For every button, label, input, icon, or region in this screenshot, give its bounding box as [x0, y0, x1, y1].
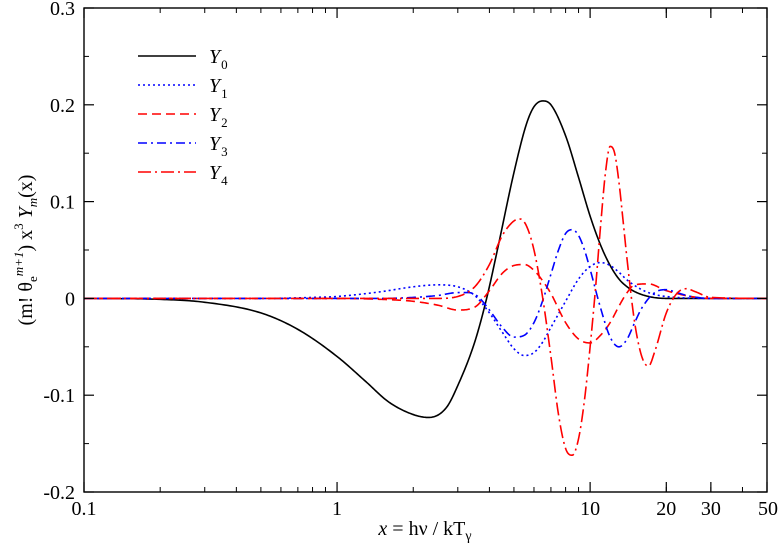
legend-series-subscript: 0: [221, 57, 228, 72]
legend-series-name: Y: [209, 104, 222, 126]
legend-series-subscript: 4: [221, 173, 228, 188]
legend-label-y2: Y2: [209, 104, 228, 130]
x-axis-label: x = hν / kTγ: [377, 518, 471, 544]
axis-labels: x = hν / kTγ (m! θem+1) x3 Ym(x): [11, 175, 472, 544]
legend-series-name: Y: [209, 75, 222, 97]
x-tick-label: 10: [580, 498, 600, 520]
y-tick-label: 0.1: [50, 192, 75, 214]
axes-layer: 0.1 1 10 20 30 50-0.2-0.100.10.20.3: [43, 0, 778, 520]
series-line-y1: [84, 261, 767, 357]
y-axis-label: (m! θem+1) x3 Ym(x): [11, 175, 40, 326]
x-tick-label: 1: [332, 498, 342, 520]
y-tick-label: -0.1: [43, 385, 75, 407]
legend-series-name: Y: [209, 46, 222, 68]
legend-label-y4: Y4: [209, 162, 228, 188]
legend-label-y1: Y1: [209, 75, 228, 101]
y-tick-label: -0.2: [43, 482, 75, 504]
legend-series-subscript: 3: [221, 144, 228, 159]
legend-series-name: Y: [209, 133, 222, 155]
series-line-y2: [84, 263, 767, 344]
plot-frame: [83, 7, 768, 493]
x-tick-label: 30: [701, 498, 721, 520]
x-tick-label: 50: [758, 498, 778, 520]
series-layer: [84, 100, 767, 457]
series-line-y0: [84, 100, 767, 419]
x-tick-label: 0.1: [72, 498, 97, 520]
series-line-y4: [84, 145, 767, 457]
legend-label-y0: Y0: [209, 46, 228, 72]
x-tick-label: 20: [656, 498, 676, 520]
y-tick-label: 0: [65, 288, 75, 310]
legend-series-name: Y: [209, 162, 222, 184]
series-line-y3: [84, 228, 767, 348]
legend-series-subscript: 2: [221, 115, 228, 130]
legend-label-y3: Y3: [209, 133, 228, 159]
legend-series-subscript: 1: [221, 86, 228, 101]
y-tick-label: 0.2: [50, 95, 75, 117]
y-tick-label: 0.3: [50, 0, 75, 20]
